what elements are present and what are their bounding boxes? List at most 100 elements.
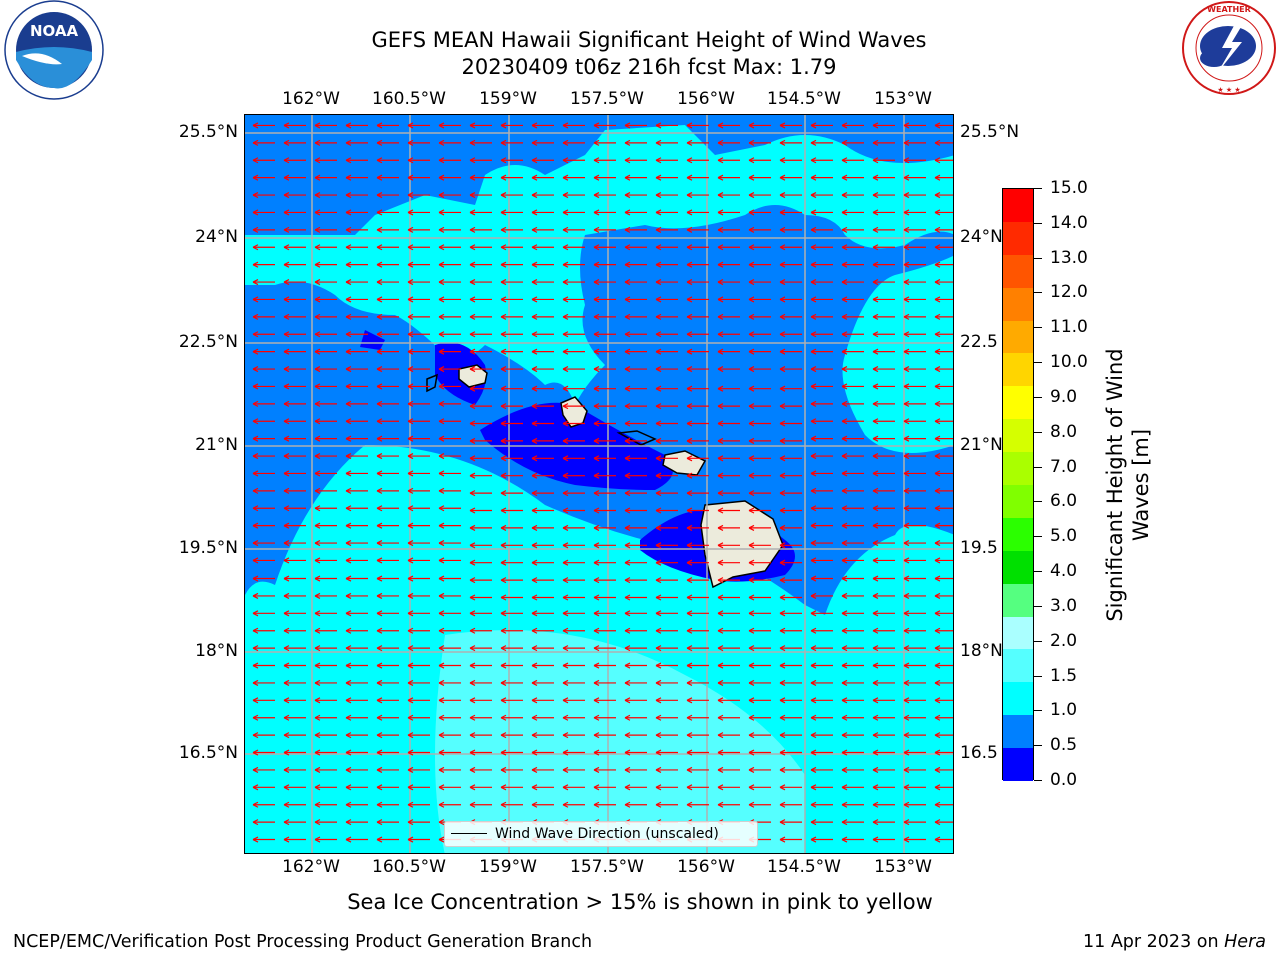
wave-direction-arrowhead: [686, 455, 693, 462]
wave-direction-arrowhead: [562, 403, 569, 410]
wave-direction-arrowhead: [562, 437, 569, 444]
wave-direction-arrowhead: [934, 279, 941, 286]
wave-direction-arrowhead: [717, 732, 724, 739]
wave-direction-arrowhead: [345, 714, 352, 721]
wave-direction-arrowhead: [531, 244, 538, 251]
wave-direction-arrowhead: [717, 472, 724, 479]
wave-direction-arrowhead: [283, 366, 290, 373]
wave-direction-arrowhead: [500, 559, 507, 566]
wave-direction-arrowhead: [748, 559, 755, 566]
wave-direction-arrowhead: [345, 366, 352, 373]
wave-direction-arrowhead: [562, 577, 569, 584]
wave-direction-arrowhead: [252, 836, 259, 843]
wave-direction-arrowhead: [252, 540, 259, 547]
colorbar-tick-label: 7.0: [1050, 456, 1078, 477]
wave-direction-arrowhead: [345, 540, 352, 547]
wave-direction-arrowhead: [810, 732, 817, 739]
wave-direction-arrowhead: [779, 594, 786, 601]
wave-direction-arrowhead: [934, 313, 941, 320]
wave-direction-arrowhead: [686, 662, 693, 669]
wave-direction-arrowhead: [531, 627, 538, 634]
wave-direction-arrowhead: [500, 348, 507, 355]
wave-direction-arrowhead: [934, 226, 941, 233]
wave-direction-arrowhead: [345, 784, 352, 791]
wave-direction-arrowhead: [376, 522, 383, 529]
wave-direction-arrowhead: [252, 174, 259, 181]
wave-direction-arrowhead: [438, 366, 445, 373]
lon-label-top: 156°W: [677, 89, 735, 109]
wave-direction-arrowhead: [345, 645, 352, 652]
wave-direction-arrowhead: [252, 784, 259, 791]
wave-direction-arrowhead: [469, 385, 476, 392]
colorbar-tick-mark: [1034, 710, 1042, 712]
wave-direction-arrowhead: [407, 645, 414, 652]
wave-direction-arrowhead: [810, 174, 817, 181]
wave-direction-arrowhead: [438, 348, 445, 355]
wave-direction-arrowhead: [407, 801, 414, 808]
wave-direction-arrowhead: [562, 627, 569, 634]
wave-direction-arrowhead: [872, 540, 879, 547]
wave-direction-arrowhead: [252, 400, 259, 407]
wave-direction-arrowhead: [810, 487, 817, 494]
wave-direction-arrowhead: [810, 418, 817, 425]
wave-direction-arrowhead: [779, 348, 786, 355]
wave-direction-arrowhead: [810, 400, 817, 407]
colorbar-tick-label: 2.0: [1050, 630, 1078, 651]
wave-direction-arrowhead: [345, 453, 352, 460]
wave-direction-arrowhead: [252, 819, 259, 826]
wave-direction-arrowhead: [717, 524, 724, 531]
wave-direction-arrowhead: [469, 766, 476, 773]
wave-direction-arrowhead: [686, 385, 693, 392]
wave-direction-arrowhead: [314, 836, 321, 843]
wave-direction-arrowhead: [469, 594, 476, 601]
wave-direction-arrowhead: [779, 244, 786, 251]
colorbar-tick-mark: [1034, 640, 1042, 642]
wave-direction-arrowhead: [624, 490, 631, 497]
wave-direction-arrowhead: [438, 226, 445, 233]
wave-direction-arrowhead: [779, 610, 786, 617]
wave-direction-arrowhead: [810, 749, 817, 756]
wave-direction-arrowhead: [717, 490, 724, 497]
wave-direction-arrowhead: [717, 714, 724, 721]
wave-direction-arrowhead: [407, 244, 414, 251]
wave-direction-arrowhead: [376, 209, 383, 216]
wave-direction-arrowhead: [717, 420, 724, 427]
wave-direction-arrowhead: [686, 801, 693, 808]
wave-direction-arrowhead: [500, 490, 507, 497]
colorbar: [1002, 188, 1034, 782]
wave-direction-arrowhead: [872, 697, 879, 704]
wave-direction-arrowhead: [407, 453, 414, 460]
wave-direction-arrowhead: [655, 801, 662, 808]
wave-direction-arrowhead: [810, 261, 817, 268]
wave-direction-arrowhead: [686, 403, 693, 410]
wave-direction-arrowhead: [345, 697, 352, 704]
wave-direction-arrowhead: [376, 610, 383, 617]
wave-direction-arrowhead: [717, 122, 724, 129]
wave-direction-arrowhead: [314, 645, 321, 652]
wave-direction-arrowhead: [593, 577, 600, 584]
wave-direction-arrowhead: [283, 209, 290, 216]
lat-label-left: 18°N: [195, 641, 238, 661]
wave-direction-arrowhead: [283, 522, 290, 529]
wave-direction-arrowhead: [841, 348, 848, 355]
wave-direction-arrowhead: [376, 784, 383, 791]
wave-direction-arrowhead: [686, 697, 693, 704]
wave-direction-arrowhead: [469, 403, 476, 410]
wave-direction-arrowhead: [469, 366, 476, 373]
wave-direction-arrowhead: [314, 487, 321, 494]
wave-direction-arrowhead: [376, 645, 383, 652]
wave-direction-arrowhead: [345, 766, 352, 773]
wave-direction-arrowhead: [810, 592, 817, 599]
wave-direction-arrowhead: [376, 470, 383, 477]
wave-direction-arrowhead: [903, 366, 910, 373]
legend-label: Wind Wave Direction (unscaled): [495, 826, 719, 842]
wave-direction-arrowhead: [624, 732, 631, 739]
wave-direction-arrowhead: [903, 714, 910, 721]
wave-direction-arrowhead: [407, 261, 414, 268]
wave-direction-arrowhead: [469, 157, 476, 164]
wave-direction-arrowhead: [252, 592, 259, 599]
wave-direction-arrowhead: [407, 836, 414, 843]
wave-direction-arrowhead: [407, 383, 414, 390]
wave-direction-arrowhead: [655, 279, 662, 286]
wave-direction-arrowhead: [283, 174, 290, 181]
